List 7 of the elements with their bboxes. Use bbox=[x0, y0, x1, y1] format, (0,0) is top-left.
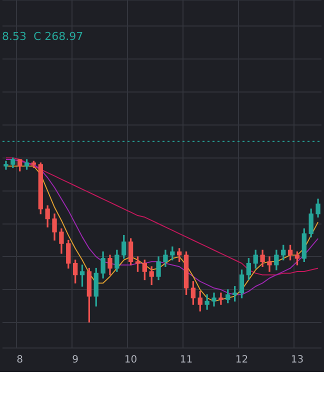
x-tick-label: 10 bbox=[124, 354, 138, 366]
text: 8.53 C 268.97 bbox=[2, 30, 84, 43]
x-tick-label: 12 bbox=[235, 354, 248, 366]
x-tick-label: 13 bbox=[290, 354, 304, 366]
x-tick-label: 8 bbox=[16, 354, 24, 366]
x-tick-label: 9 bbox=[72, 354, 79, 366]
x-tick-label: 11 bbox=[180, 354, 193, 366]
